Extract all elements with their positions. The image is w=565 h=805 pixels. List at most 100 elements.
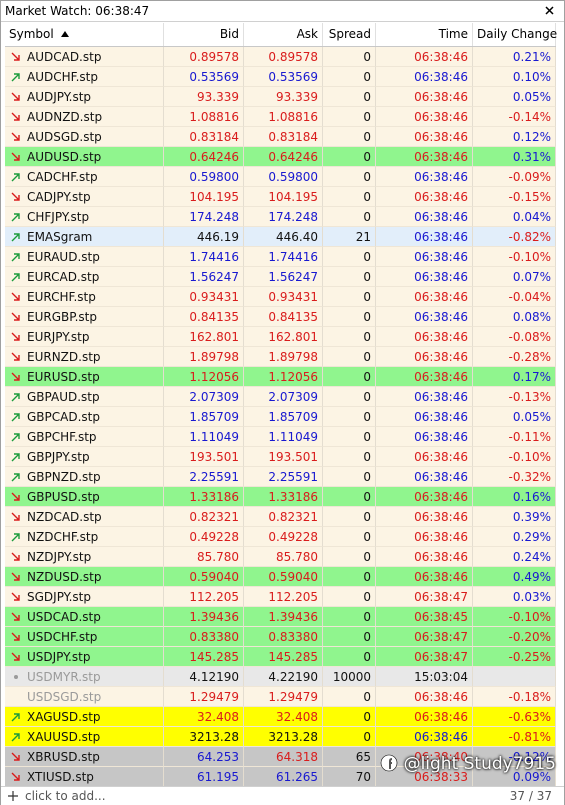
column-header[interactable]: Daily Change <box>473 23 557 46</box>
column-header[interactable]: Symbol <box>5 23 164 46</box>
symbol-row[interactable]: GBPJPY.stp 193.501 193.501 0 06:38:46 -0.10% <box>5 447 556 467</box>
time-cell: 06:38:46 <box>376 87 473 107</box>
symbol-row[interactable]: GBPUSD.stp 1.33186 1.33186 0 06:38:46 0.16% <box>5 487 556 507</box>
symbol-row[interactable]: EURJPY.stp 162.801 162.801 0 06:38:46 -0.08% <box>5 327 556 347</box>
trend-icon <box>11 372 20 381</box>
ask-cell: 112.205 <box>244 587 323 607</box>
column-header-text: Symbol <box>9 27 54 41</box>
symbol-cell: EURUSD.stp <box>5 367 164 387</box>
bid: 446.19 <box>197 230 239 244</box>
daily-change-cell: 0.21% <box>473 47 556 67</box>
symbol-row[interactable]: XBRUSD.stp 64.253 64.318 65 06:38:40 -0.12% <box>5 747 556 767</box>
time: 06:38:46 <box>414 550 468 564</box>
trend-icon <box>11 453 20 462</box>
column-header[interactable]: Spread <box>323 23 376 46</box>
symbol-cell: AUDNZD.stp <box>5 107 164 127</box>
daily-change: -0.82% <box>508 230 551 244</box>
bid-cell: 1.39436 <box>164 607 244 627</box>
symbol-row[interactable]: AUDUSD.stp 0.64246 0.64246 0 06:38:46 0.31% <box>5 147 556 167</box>
symbol-row[interactable]: EURCAD.stp 1.56247 1.56247 0 06:38:46 0.07% <box>5 267 556 287</box>
symbol-row[interactable]: AUDSGD.stp 0.83184 0.83184 0 06:38:46 0.12% <box>5 127 556 147</box>
daily-change: 0.10% <box>512 70 551 84</box>
symbol: EMASgram <box>27 230 93 244</box>
symbol-row[interactable]: XAUUSD.stp 3213.28 3213.28 0 06:38:46 -0.81% <box>5 727 556 747</box>
column-header[interactable]: Ask <box>244 23 323 46</box>
spread: 0 <box>363 310 371 324</box>
close-button[interactable] <box>544 2 556 18</box>
symbol-row[interactable]: EURUSD.stp 1.12056 1.12056 0 06:38:46 0.17% <box>5 367 556 387</box>
symbol-cell: NZDCAD.stp <box>5 507 164 527</box>
symbol-row[interactable]: NZDCAD.stp 0.82321 0.82321 0 06:38:46 0.39% <box>5 507 556 527</box>
symbol-row[interactable]: EURCHF.stp 0.93431 0.93431 0 06:38:46 -0.04% <box>5 287 556 307</box>
symbol-row[interactable]: AUDNZD.stp 1.08816 1.08816 0 06:38:46 -0.14% <box>5 107 556 127</box>
symbol-row[interactable]: USDSGD.stp 1.29479 1.29479 0 06:38:46 -0.18% <box>5 687 556 707</box>
ask: 0.59800 <box>268 170 318 184</box>
symbol-row[interactable]: CADCHF.stp 0.59800 0.59800 0 06:38:46 -0.09% <box>5 167 556 187</box>
symbol-row[interactable]: XAGUSD.stp 32.408 32.408 0 06:38:46 -0.63% <box>5 707 556 727</box>
symbol-cell: EURCHF.stp <box>5 287 164 307</box>
symbol: SGDJPY.stp <box>27 590 91 604</box>
spread: 0 <box>363 370 371 384</box>
symbol: GBPNZD.stp <box>27 470 101 484</box>
bid-cell: 1.33186 <box>164 487 244 507</box>
symbol-row[interactable]: NZDCHF.stp 0.49228 0.49228 0 06:38:46 0.29% <box>5 527 556 547</box>
bid-cell: 1.56247 <box>164 267 244 287</box>
bid: 0.89578 <box>189 50 239 64</box>
daily-change-cell: 0.17% <box>473 367 556 387</box>
spread-cell: 0 <box>323 427 376 447</box>
symbol: CADJPY.stp <box>27 190 91 204</box>
symbol-row[interactable]: NZDJPY.stp 85.780 85.780 0 06:38:46 0.24% <box>5 547 556 567</box>
symbol-row[interactable]: AUDCAD.stp 0.89578 0.89578 0 06:38:46 0.21% <box>5 47 556 67</box>
ask: 193.501 <box>268 450 318 464</box>
time-cell: 06:38:47 <box>376 587 473 607</box>
spread-cell: 0 <box>323 507 376 527</box>
add-symbol[interactable]: click to add... <box>25 789 106 803</box>
symbol-row[interactable]: XTIUSD.stp 61.195 61.265 70 06:38:33 0.09% <box>5 767 556 787</box>
daily-change-cell: -0.10% <box>473 247 556 267</box>
symbol-row[interactable]: USDCAD.stp 1.39436 1.39436 0 06:38:45 -0.10% <box>5 607 556 627</box>
symbol-row[interactable]: GBPAUD.stp 2.07309 2.07309 0 06:38:46 -0.13% <box>5 387 556 407</box>
symbol-row[interactable]: USDJPY.stp 145.285 145.285 0 06:38:47 -0.25% <box>5 647 556 667</box>
symbol-row[interactable]: CADJPY.stp 104.195 104.195 0 06:38:46 -0.15% <box>5 187 556 207</box>
bid-cell: 162.801 <box>164 327 244 347</box>
time-cell: 06:38:46 <box>376 227 473 247</box>
trend-icon <box>11 132 20 141</box>
ask-cell: 64.318 <box>244 747 323 767</box>
trend-icon <box>11 192 20 201</box>
daily-change-cell: -0.10% <box>473 447 556 467</box>
daily-change: -0.25% <box>508 650 551 664</box>
symbol-row[interactable]: USDCHF.stp 0.83380 0.83380 0 06:38:47 -0.20% <box>5 627 556 647</box>
time-cell: 06:38:46 <box>376 447 473 467</box>
daily-change: 0.17% <box>512 370 551 384</box>
symbol-row[interactable]: CHFJPY.stp 174.248 174.248 0 06:38:46 0.04% <box>5 207 556 227</box>
spread: 0 <box>363 90 371 104</box>
time-cell: 06:38:46 <box>376 727 473 747</box>
ask-cell: 193.501 <box>244 447 323 467</box>
daily-change-cell: -0.12% <box>473 747 556 767</box>
daily-change: -0.18% <box>508 690 551 704</box>
daily-change-cell: 0.39% <box>473 507 556 527</box>
daily-change: 0.29% <box>512 530 551 544</box>
symbol-row[interactable]: GBPNZD.stp 2.25591 2.25591 0 06:38:46 -0.32% <box>5 467 556 487</box>
symbol-row[interactable]: USDMYR.stp 4.12190 4.22190 10000 15:03:04 <box>5 667 556 687</box>
daily-change-cell: 0.16% <box>473 487 556 507</box>
symbol-row[interactable]: EURAUD.stp 1.74416 1.74416 0 06:38:46 -0.10% <box>5 247 556 267</box>
trend-icon <box>11 73 20 82</box>
symbol-row[interactable]: EMASgram 446.19 446.40 21 06:38:46 -0.82% <box>5 227 556 247</box>
daily-change-cell: -0.09% <box>473 167 556 187</box>
time-cell: 06:38:46 <box>376 567 473 587</box>
symbol-row[interactable]: NZDUSD.stp 0.59040 0.59040 0 06:38:46 0.49% <box>5 567 556 587</box>
trend-icon <box>11 413 20 422</box>
symbol-row[interactable]: EURNZD.stp 1.89798 1.89798 0 06:38:46 -0.28% <box>5 347 556 367</box>
symbol-row[interactable]: AUDCHF.stp 0.53569 0.53569 0 06:38:46 0.10% <box>5 67 556 87</box>
symbol-row[interactable]: GBPCAD.stp 1.85709 1.85709 0 06:38:46 0.05% <box>5 407 556 427</box>
symbol-row[interactable]: EURGBP.stp 0.84135 0.84135 0 06:38:46 0.08% <box>5 307 556 327</box>
ask: 112.205 <box>268 590 318 604</box>
symbol-row[interactable]: SGDJPY.stp 112.205 112.205 0 06:38:47 0.03% <box>5 587 556 607</box>
symbol-row[interactable]: GBPCHF.stp 1.11049 1.11049 0 06:38:46 -0.11% <box>5 427 556 447</box>
symbol-row[interactable]: AUDJPY.stp 93.339 93.339 0 06:38:46 0.05% <box>5 87 556 107</box>
column-header[interactable]: Bid <box>164 23 244 46</box>
ask-cell: 61.265 <box>244 767 323 787</box>
column-header[interactable]: Time <box>376 23 473 46</box>
trend-icon <box>11 233 20 242</box>
